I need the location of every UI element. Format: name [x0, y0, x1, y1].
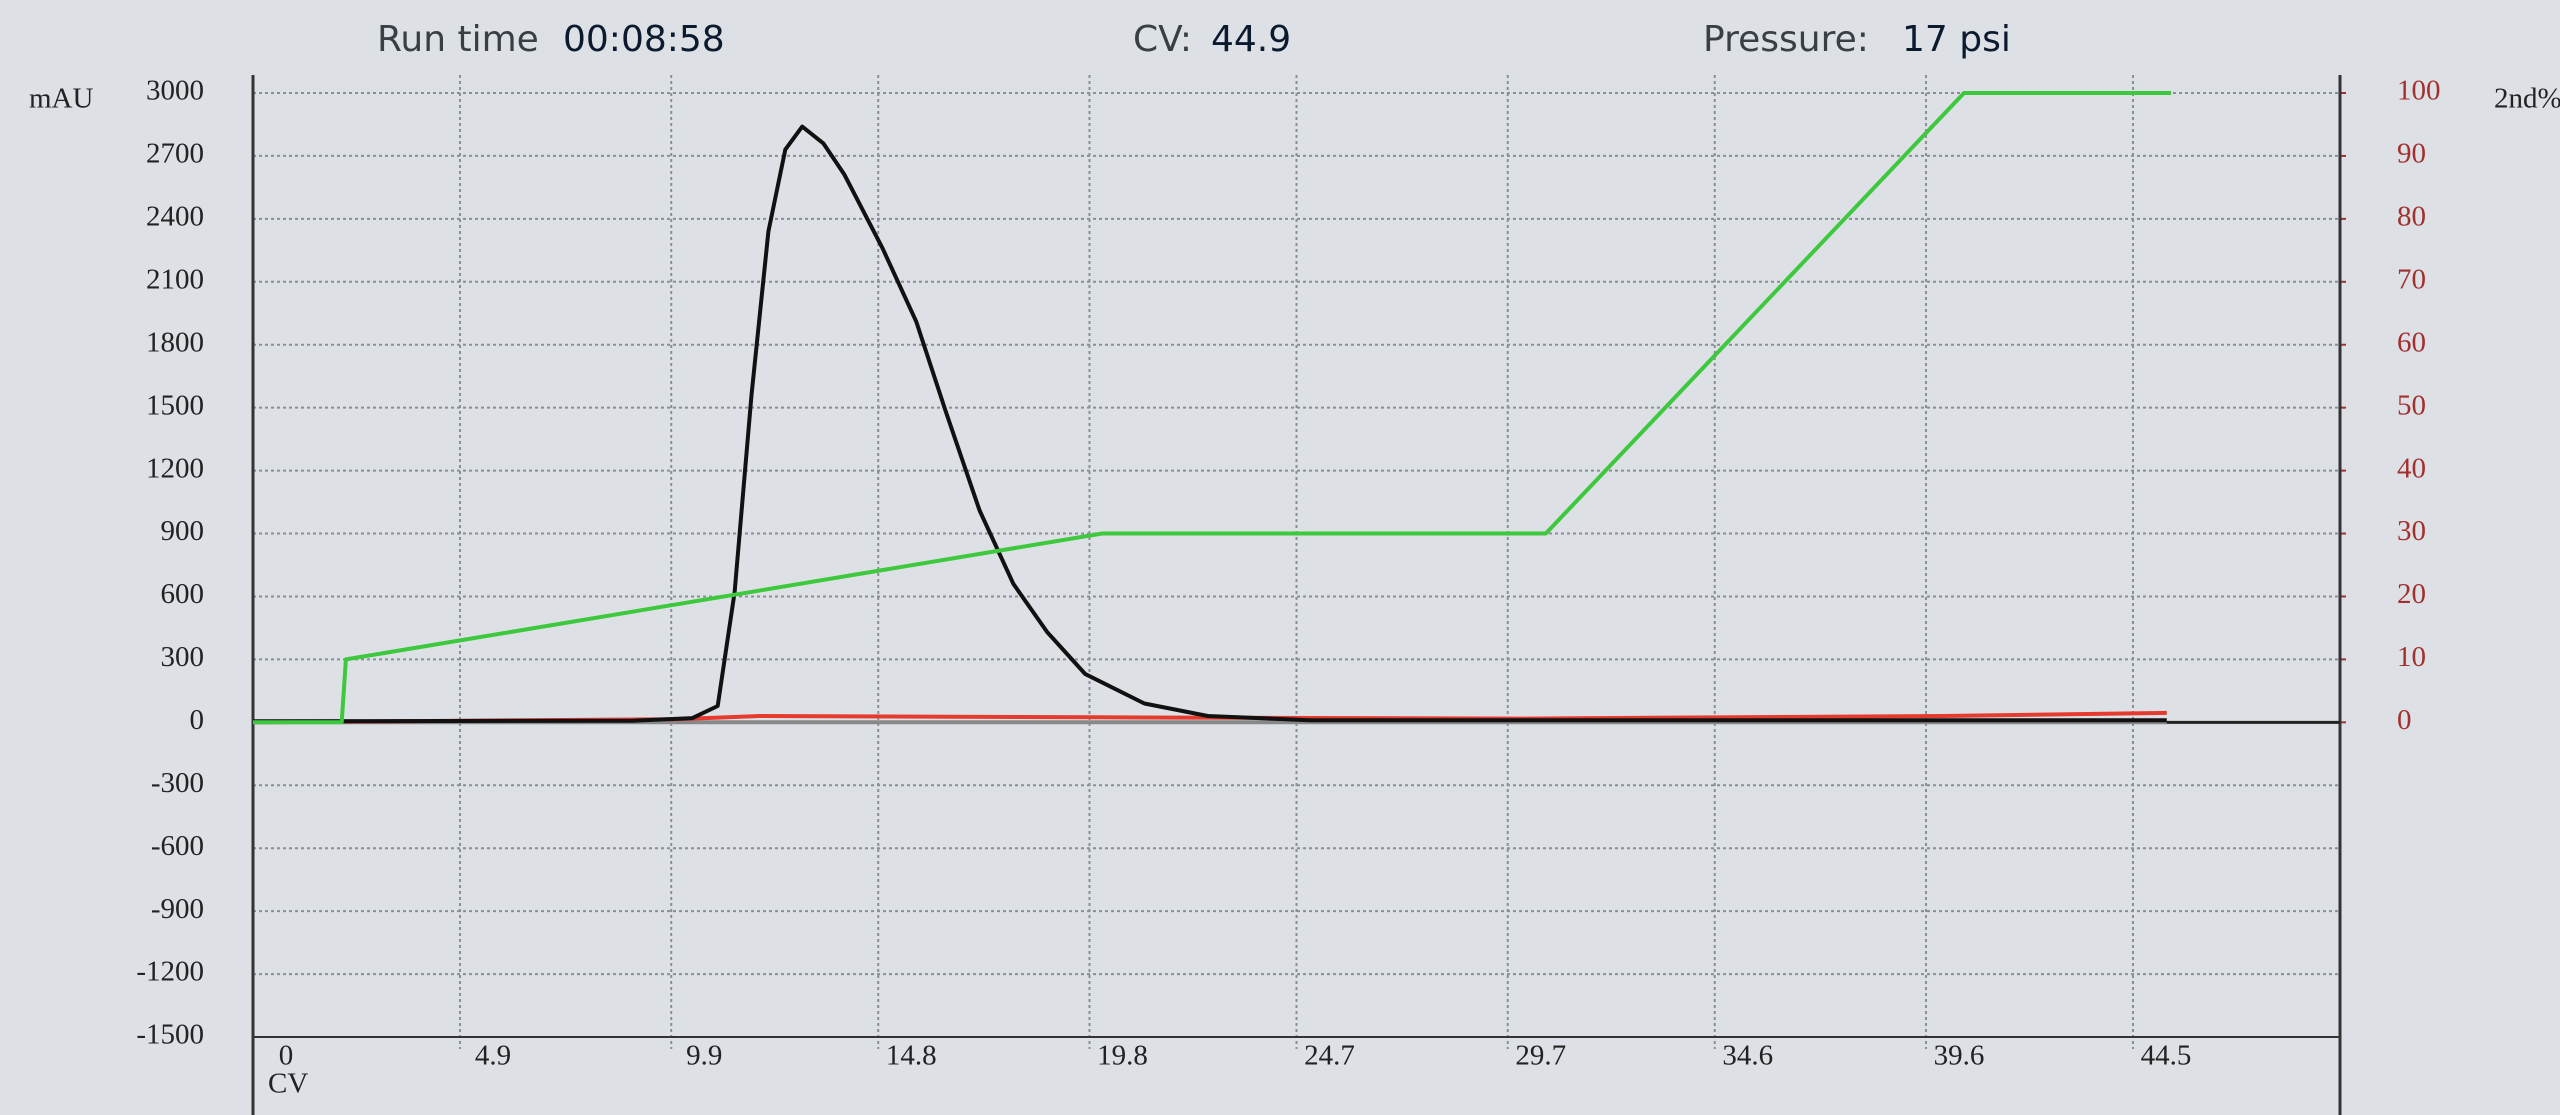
- x-axis-label: CV: [268, 1068, 308, 1100]
- series-line: [253, 91, 2171, 725]
- y-tick-label: -1200: [136, 956, 204, 988]
- y-tick-label: 1500: [146, 389, 204, 421]
- y2-tick-label: 70: [2397, 263, 2426, 295]
- y-tick-label: 2700: [146, 138, 204, 170]
- y2-tick-label: 60: [2397, 326, 2426, 358]
- y-tick-label: 300: [161, 641, 205, 673]
- x-tick-label: 4.9: [475, 1040, 511, 1072]
- y-axis-label: mAU: [29, 83, 94, 115]
- status-value: 44.9: [1211, 19, 1291, 60]
- y-tick-label: 2100: [146, 263, 204, 295]
- y-tick-label: 0: [190, 704, 205, 736]
- y2-tick-label: 40: [2397, 452, 2426, 484]
- y-tick-label: -900: [151, 893, 204, 925]
- y2-tick-label: 0: [2397, 704, 2412, 736]
- status-label: Run time: [377, 19, 539, 60]
- x-tick-label: 0: [279, 1040, 294, 1072]
- y2-tick-label: 100: [2397, 75, 2441, 107]
- y2-axis-label: 2nd%: [2494, 83, 2560, 115]
- x-tick-label: 44.5: [2141, 1040, 2192, 1072]
- y-tick-label: 3000: [146, 75, 204, 107]
- y2-tick-label: 50: [2397, 389, 2426, 421]
- y-tick-label: 2400: [146, 201, 204, 233]
- y-tick-label: -600: [151, 830, 204, 862]
- x-tick-label: 19.8: [1097, 1040, 1148, 1072]
- x-tick-label: 39.6: [1934, 1040, 1985, 1072]
- x-tick-label: 14.8: [886, 1040, 937, 1072]
- x-tick-label: 34.6: [1722, 1040, 1773, 1072]
- y2-tick-label: 90: [2397, 138, 2426, 170]
- x-tick-label: 29.7: [1515, 1040, 1566, 1072]
- y2-tick-label: 20: [2397, 578, 2426, 610]
- status-label: Pressure:: [1703, 19, 1869, 60]
- y-tick-label: 900: [161, 515, 205, 547]
- y-tick-label: -300: [151, 767, 204, 799]
- status-label: CV:: [1133, 19, 1192, 60]
- x-tick-label: 24.7: [1304, 1040, 1355, 1072]
- y2-tick-label: 10: [2397, 641, 2426, 673]
- series-line: [252, 124, 2167, 724]
- y2-tick-label: 80: [2397, 201, 2426, 233]
- status-value: 00:08:58: [563, 19, 725, 60]
- x-tick-label: 9.9: [686, 1040, 722, 1072]
- y-tick-label: 600: [161, 578, 205, 610]
- y2-tick-label: 30: [2397, 515, 2426, 547]
- y-tick-label: -1500: [136, 1019, 204, 1051]
- status-value: 17 psi: [1902, 19, 2011, 60]
- y-tick-label: 1800: [146, 326, 204, 358]
- y-tick-label: 1200: [146, 452, 204, 484]
